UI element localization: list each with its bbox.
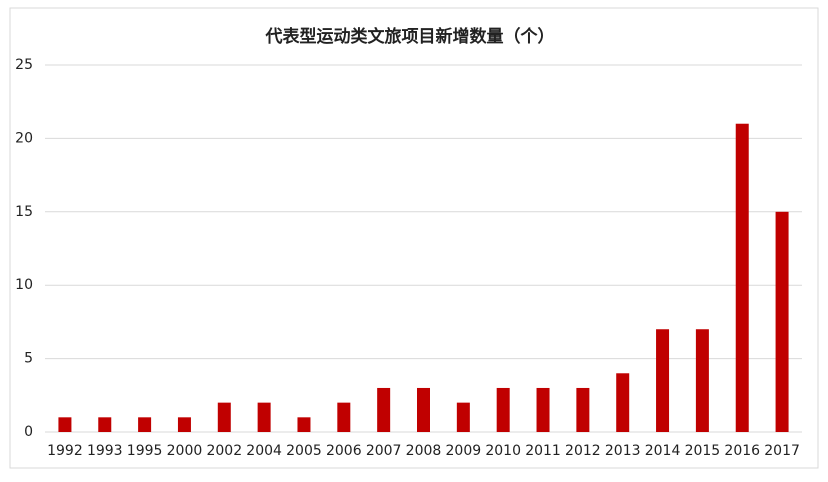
x-tick-label: 2006: [326, 443, 362, 459]
x-tick-label: 1995: [127, 443, 163, 459]
bar: [297, 417, 311, 432]
x-tick-label: 2005: [286, 443, 322, 459]
y-tick-label: 0: [24, 424, 33, 440]
bar: [735, 123, 749, 432]
x-tick-label: 2017: [764, 443, 800, 459]
x-tick-label: 2011: [525, 443, 561, 459]
chart-title: 代表型运动类文旅项目新增数量（个）: [265, 26, 555, 47]
bar: [616, 373, 630, 432]
bar: [775, 211, 789, 432]
x-tick-label: 2010: [485, 443, 521, 459]
bar: [257, 402, 271, 432]
x-tick-label: 2009: [446, 443, 482, 459]
bar: [496, 387, 510, 432]
y-tick-label: 20: [15, 130, 33, 146]
y-tick-label: 10: [15, 277, 33, 293]
x-tick-label: 2002: [206, 443, 242, 459]
x-tick-label: 2013: [605, 443, 641, 459]
x-tick-label: 2000: [167, 443, 203, 459]
bar: [456, 402, 470, 432]
y-tick-label: 15: [15, 204, 33, 220]
x-tick-label: 2014: [645, 443, 681, 459]
x-tick-label: 2012: [565, 443, 601, 459]
x-tick-label: 2007: [366, 443, 402, 459]
x-tick-label: 2015: [685, 443, 721, 459]
bar: [138, 417, 152, 432]
bar: [58, 417, 72, 432]
bar: [695, 329, 709, 432]
x-tick-label: 2016: [724, 443, 760, 459]
x-tick-label: 1993: [87, 443, 123, 459]
bar: [576, 387, 590, 432]
x-tick-label: 2004: [246, 443, 282, 459]
y-tick-label: 5: [24, 351, 33, 367]
y-tick-label: 25: [15, 57, 33, 73]
bar: [536, 387, 550, 432]
bar: [377, 387, 391, 432]
x-tick-label: 1992: [47, 443, 83, 459]
bar: [337, 402, 351, 432]
bar: [417, 387, 430, 432]
x-tick-label: 2008: [406, 443, 442, 459]
chart-frame: [9, 7, 819, 469]
bar: [656, 329, 670, 432]
bar: [217, 402, 231, 432]
bar: [98, 417, 112, 432]
bar: [177, 417, 191, 432]
